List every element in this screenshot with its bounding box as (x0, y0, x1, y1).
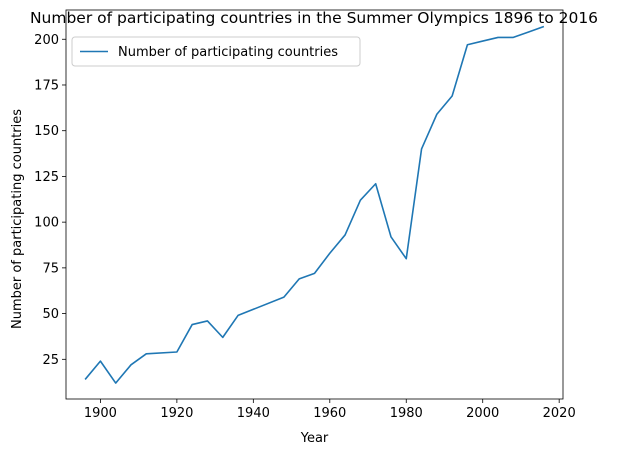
x-tick-label: 2000 (466, 406, 499, 421)
x-tick-label: 1900 (84, 406, 117, 421)
legend-label: Number of participating countries (118, 45, 338, 60)
x-tick-label: 1960 (313, 406, 346, 421)
x-tick-label: 2020 (543, 406, 576, 421)
plot-area (65, 9, 564, 400)
y-tick-label: 175 (34, 78, 59, 93)
legend: Number of participating countries (71, 36, 361, 67)
y-tick-label: 50 (42, 307, 59, 322)
series-line (84, 25, 545, 384)
x-tick-label: 1940 (237, 406, 270, 421)
x-tick-label: 1920 (160, 406, 193, 421)
legend-box (71, 36, 361, 67)
y-tick-label: 100 (34, 216, 59, 231)
x-tick-label: 1980 (390, 406, 423, 421)
x-axis-label: Year (300, 431, 329, 446)
chart-title: Number of participating countries in the… (30, 9, 598, 27)
y-tick-label: 25 (42, 353, 59, 368)
y-tick-label: 150 (34, 124, 59, 139)
y-axis: 25 50 75 100 125 150 175 200 (34, 33, 66, 368)
y-axis-label: Number of participating countries (10, 109, 25, 329)
x-axis: 1900 1920 1940 1960 1980 2000 2020 (84, 399, 576, 421)
y-tick-label: 75 (42, 261, 59, 276)
plot-frame (65, 9, 564, 400)
y-tick-label: 125 (34, 170, 59, 185)
y-tick-label: 200 (34, 33, 59, 48)
